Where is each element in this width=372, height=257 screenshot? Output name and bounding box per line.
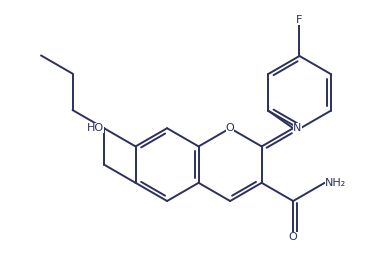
Text: F: F: [296, 15, 303, 25]
Text: N: N: [293, 123, 302, 133]
Text: O: O: [289, 232, 298, 242]
Text: HO: HO: [87, 123, 104, 133]
Text: O: O: [226, 123, 234, 133]
Text: NH₂: NH₂: [325, 178, 346, 188]
